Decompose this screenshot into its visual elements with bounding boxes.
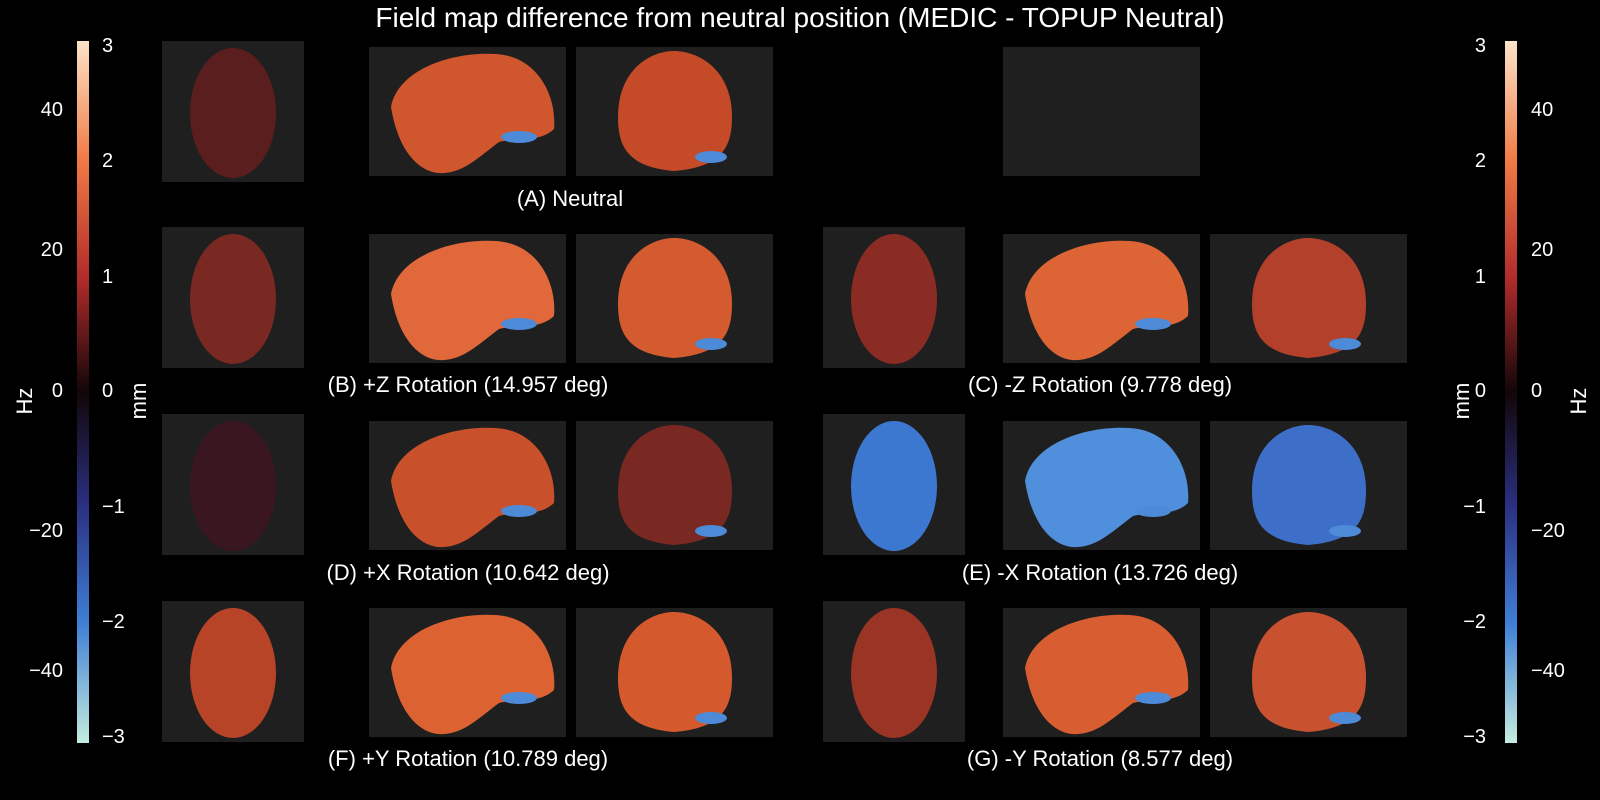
caption-g: (G) -Y Rotation (8.577 deg)	[966, 746, 1234, 771]
left-hz-tick-20: 20	[40, 239, 63, 261]
right-hz-tick-40: 40	[1531, 99, 1554, 121]
left-hz-tick-40: 40	[40, 99, 63, 121]
left-mm-tick-1: 1	[102, 266, 114, 288]
coronal-slice-g	[1210, 608, 1407, 737]
caption-e: (E) -X Rotation (13.726 deg)	[961, 560, 1239, 585]
axial-slice-b	[162, 227, 304, 368]
sagittal-slice-e	[1003, 421, 1200, 550]
axial-slice-d	[162, 414, 304, 555]
left-mm-tick-2: 2	[102, 150, 114, 172]
right-colorbar	[1505, 41, 1517, 743]
empty-slot	[1003, 47, 1200, 176]
right-hz-tick-minus20: −20	[1531, 520, 1565, 542]
axial-slice-a	[162, 41, 304, 182]
left-hz-label: Hz	[12, 387, 37, 415]
left-mm-tick-3: 3	[102, 35, 114, 57]
left-mm-label: mm	[126, 382, 151, 420]
coronal-slice-f	[576, 608, 773, 737]
left-colorbar	[77, 41, 89, 743]
caption-b: (B) +Z Rotation (14.957 deg)	[327, 372, 609, 397]
left-hz-tick-0: 0	[51, 380, 63, 402]
left-hz-tick-minus20: −20	[29, 520, 63, 542]
right-hz-tick-0: 0	[1531, 380, 1543, 402]
coronal-slice-d	[576, 421, 773, 550]
figure-title: Field map difference from neutral positi…	[375, 2, 1225, 33]
right-hz-label: Hz	[1566, 387, 1591, 415]
right-mm-tick-0: 0	[1474, 380, 1486, 402]
right-hz-tick-minus40: −40	[1531, 660, 1565, 682]
sagittal-slice-b	[369, 234, 566, 363]
right-hz-tick-20: 20	[1531, 239, 1554, 261]
left-mm-tick-minus1: −1	[102, 496, 125, 518]
axial-slice-g	[823, 601, 965, 742]
sagittal-slice-d	[369, 421, 566, 550]
axial-slice-e	[823, 414, 965, 555]
right-mm-label: mm	[1449, 382, 1474, 420]
right-mm-tick-1: 1	[1474, 266, 1486, 288]
left-mm-tick-minus2: −2	[102, 611, 125, 633]
coronal-slice-e	[1210, 421, 1407, 550]
left-mm-tick-minus3: −3	[102, 726, 125, 748]
sagittal-slice-f	[369, 608, 566, 737]
axial-slice-c	[823, 227, 965, 368]
left-mm-tick-0: 0	[102, 380, 114, 402]
right-mm-tick-3: 3	[1474, 35, 1486, 57]
left-hz-tick-minus40: −40	[29, 660, 63, 682]
right-mm-tick-minus2: −2	[1463, 611, 1486, 633]
sagittal-slice-c	[1003, 234, 1200, 363]
right-mm-tick-minus3: −3	[1463, 726, 1486, 748]
sagittal-slice-a	[369, 47, 566, 176]
axial-slice-f	[162, 601, 304, 742]
caption-f: (F) +Y Rotation (10.789 deg)	[327, 746, 609, 771]
coronal-slice-c	[1210, 234, 1407, 363]
coronal-slice-b	[576, 234, 773, 363]
caption-d: (D) +X Rotation (10.642 deg)	[326, 560, 610, 585]
caption-a: (A) Neutral	[516, 186, 624, 211]
caption-c: (C) -Z Rotation (9.778 deg)	[967, 372, 1233, 397]
right-mm-tick-2: 2	[1474, 150, 1486, 172]
coronal-slice-a	[576, 47, 773, 176]
sagittal-slice-g	[1003, 608, 1200, 737]
right-mm-tick-minus1: −1	[1463, 496, 1486, 518]
